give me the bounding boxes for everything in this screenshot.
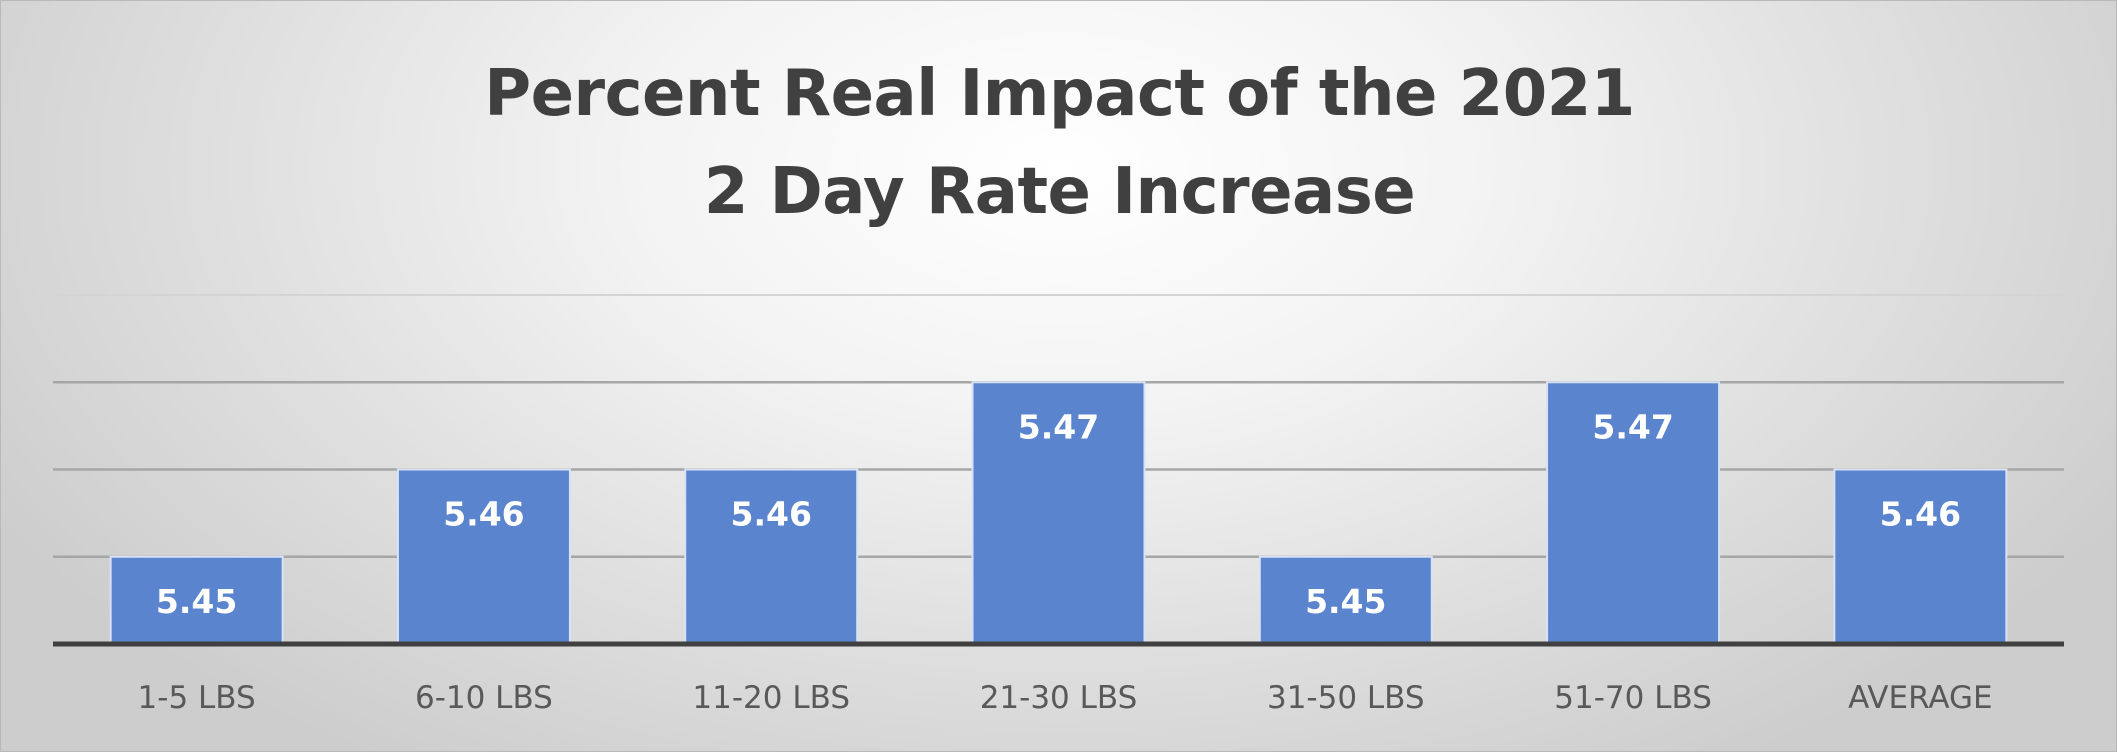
bar-6-10-lbs — [396, 468, 571, 645]
x-tick-label: AVERAGE — [1848, 680, 1993, 716]
bar-51-70-lbs — [1546, 381, 1721, 645]
data-label: 5.47 — [1592, 407, 1673, 446]
x-tick-label: 11-20 LBS — [692, 680, 850, 716]
data-label: 5.47 — [1018, 407, 1099, 446]
x-tick-label: 6-10 LBS — [415, 680, 553, 716]
data-label: 5.46 — [731, 495, 812, 534]
category-labels: 1-5 LBS 6-10 LBS 11-20 LBS 21-30 LBS 31-50 L… — [138, 680, 1993, 716]
bar-21-30-lbs — [971, 381, 1146, 645]
data-label: 5.46 — [1880, 495, 1961, 534]
bar-31-50-lbs — [1258, 555, 1433, 645]
bar-average — [1833, 468, 2008, 645]
chart-title-line-2: 2 Day Rate Increase — [703, 155, 1416, 229]
chart-title: Percent Real Impact of the 2021 2 Day Ra… — [1, 45, 2117, 241]
x-tick-label: 51-70 LBS — [1554, 680, 1712, 716]
data-label: 5.45 — [156, 582, 237, 621]
x-tick-label: 31-50 LBS — [1267, 680, 1425, 716]
data-label: 5.46 — [443, 495, 524, 534]
data-labels: 5.45 5.46 5.46 5.47 5.45 5.47 5.46 — [156, 407, 1961, 621]
x-tick-label: 1-5 LBS — [138, 680, 256, 716]
bar-1-5-lbs — [109, 555, 284, 645]
x-tick-label: 21-30 LBS — [980, 680, 1138, 716]
data-label: 5.45 — [1305, 582, 1386, 621]
chart-title-line-1: Percent Real Impact of the 2021 — [484, 57, 1635, 131]
